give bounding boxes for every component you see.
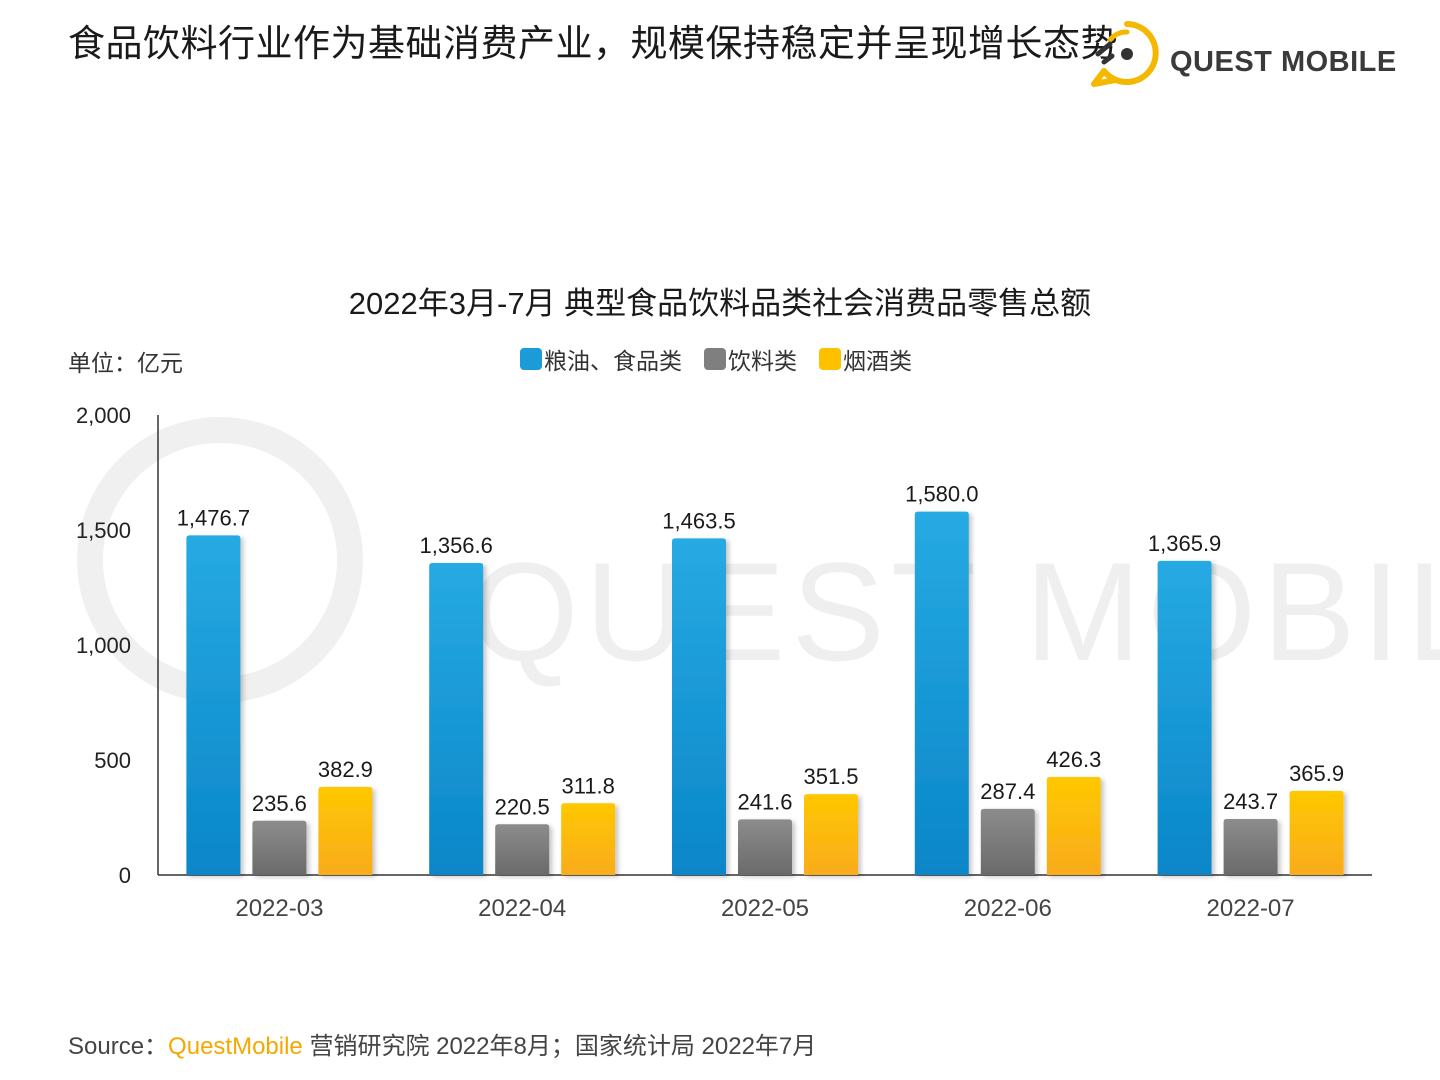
bar-beverage <box>738 819 792 875</box>
data-label: 365.9 <box>1289 761 1344 786</box>
chart-data-labels: 2022-03 1,476.7 235.6 382.9 2022-04 1,356.6 22… <box>177 482 1344 922</box>
data-label: 1,476.7 <box>177 505 250 530</box>
legend-item-beverage: 饮料类 <box>704 342 797 376</box>
y-tick-label: 0 <box>119 863 131 888</box>
chart-title: 2022年3月-7月 典型食品饮料品类社会消费品零售总额 <box>348 286 1092 321</box>
bar-grain-food <box>1157 560 1212 875</box>
x-tick-label: 2022-06 <box>964 895 1052 922</box>
bar-tobacco-liquor <box>318 786 373 875</box>
data-label: 1,463.5 <box>662 508 735 533</box>
bar-grain-food <box>186 535 241 875</box>
chart-legend: 粮油、食品类 饮料类 烟酒类 <box>520 342 912 376</box>
bar-tobacco-liquor <box>561 803 616 875</box>
source-brand: QuestMobile <box>168 1033 303 1060</box>
x-tick-label: 2022-03 <box>235 895 323 922</box>
x-tick-label: 2022-04 <box>478 895 566 922</box>
y-tick-label: 2,000 <box>76 403 131 428</box>
bar-beverage <box>980 808 1035 875</box>
data-label: 311.8 <box>561 773 614 798</box>
bar-grain-food <box>914 511 969 875</box>
data-label: 243.7 <box>1223 789 1278 814</box>
bar-chart: QUEST MOBILE 0 500 1,000 1,500 2,000 2022-03… <box>76 403 1440 922</box>
bar-grain-food <box>429 562 484 875</box>
data-label: 426.3 <box>1046 747 1101 772</box>
data-label: 1,356.6 <box>419 533 492 558</box>
brand-logo: QUEST MOBILE <box>1090 18 1396 90</box>
y-tick-label: 1,000 <box>76 633 131 658</box>
logo-text: QUEST MOBILE <box>1170 46 1397 78</box>
data-label: 235.6 <box>252 791 307 816</box>
bar-tobacco-liquor <box>804 794 858 875</box>
data-label: 220.5 <box>495 794 550 819</box>
legend-swatch <box>704 348 726 370</box>
x-tick-label: 2022-05 <box>721 895 809 922</box>
legend-item-tobacco-liquor: 烟酒类 <box>819 342 912 376</box>
source-note: Source：QuestMobile 营销研究院 2022年8月；国家统计局 2… <box>68 1026 816 1061</box>
x-tick-label: 2022-07 <box>1207 895 1295 922</box>
legend-swatch <box>819 348 841 370</box>
bar-grain-food <box>672 538 726 875</box>
bar-beverage <box>495 824 550 875</box>
quest-mobile-logo-icon <box>1091 21 1159 87</box>
y-tick-label: 1,500 <box>76 518 131 543</box>
source-rest: 营销研究院 2022年8月；国家统计局 2022年7月 <box>302 1033 817 1060</box>
source-prefix: Source： <box>68 1033 169 1060</box>
bar-beverage <box>1223 818 1278 875</box>
watermark: QUEST MOBILE <box>77 417 1440 703</box>
data-label: 241.6 <box>737 789 792 814</box>
legend-label: 烟酒类 <box>843 348 912 374</box>
data-label: 287.4 <box>980 779 1035 804</box>
data-label: 382.9 <box>318 757 373 782</box>
chart-bars <box>186 511 1344 875</box>
data-label: 351.5 <box>803 764 858 789</box>
legend-swatch <box>520 348 542 370</box>
y-tick-label: 500 <box>94 748 131 773</box>
unit-label: 单位：亿元 <box>68 350 183 376</box>
legend-label: 饮料类 <box>728 348 797 374</box>
data-label: 1,365.9 <box>1148 531 1221 556</box>
page-headline: 食品饮料行业作为基础消费产业，规模保持稳定并呈现增长态势 <box>68 23 1118 64</box>
bar-tobacco-liquor <box>1046 776 1101 875</box>
bar-tobacco-liquor <box>1289 790 1344 875</box>
legend-label: 粮油、食品类 <box>544 348 682 374</box>
legend-item-grain-food: 粮油、食品类 <box>520 342 682 376</box>
bar-beverage <box>252 820 307 875</box>
data-label: 1,580.0 <box>905 482 978 507</box>
